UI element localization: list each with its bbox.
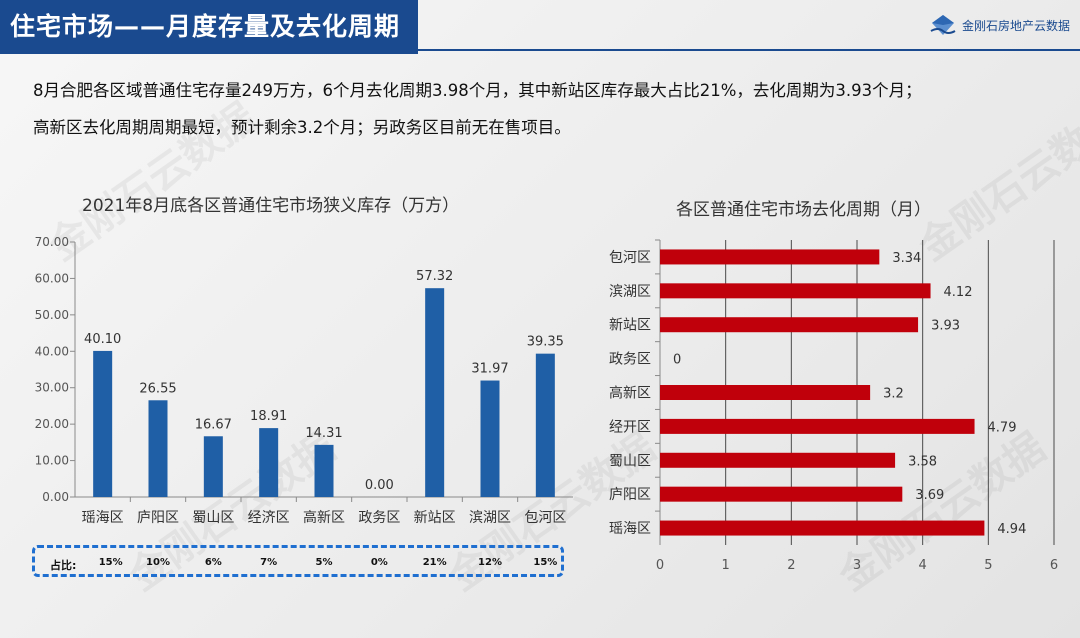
category-label: 包河区 bbox=[609, 250, 651, 266]
bar bbox=[93, 350, 113, 497]
summary-line-2: 高新区去化周期周期最短，预计剩余3.2个月；另政务区目前无在售项目。 bbox=[33, 118, 571, 137]
category-label: 包河区 bbox=[524, 510, 566, 526]
category-label: 庐阳区 bbox=[137, 510, 179, 526]
header-bar: 住宅市场——月度存量及去化周期 金刚石房地产云数据 bbox=[0, 0, 1080, 54]
bar bbox=[480, 380, 500, 497]
bar-value-label: 4.94 bbox=[997, 522, 1026, 537]
y-tick-label: 60.00 bbox=[35, 271, 69, 285]
bar-value-label: 0 bbox=[673, 353, 681, 368]
logo: 金刚石房地产云数据 bbox=[930, 10, 1070, 40]
category-label: 经开区 bbox=[609, 419, 651, 435]
bar bbox=[535, 353, 555, 497]
bar bbox=[660, 317, 919, 333]
bar bbox=[203, 436, 223, 497]
share-label: 占比: bbox=[50, 559, 77, 572]
bar bbox=[660, 283, 931, 299]
bar-value-label: 0.00 bbox=[365, 478, 394, 493]
x-tick-label: 5 bbox=[984, 558, 992, 573]
category-label: 滨湖区 bbox=[469, 510, 511, 526]
diamond-logo-icon bbox=[930, 15, 956, 35]
bar bbox=[660, 418, 975, 434]
category-label: 瑶海区 bbox=[82, 510, 124, 526]
category-label: 经济区 bbox=[248, 510, 290, 526]
bar-value-label: 4.79 bbox=[988, 420, 1017, 435]
share-value: 0% bbox=[370, 557, 388, 568]
bar-value-label: 39.35 bbox=[527, 335, 564, 350]
bar-value-label: 3.2 bbox=[883, 387, 904, 402]
x-tick-label: 1 bbox=[722, 558, 730, 573]
summary-text: 8月合肥各区域普通住宅存量249万方，6个月去化周期3.98个月，其中新站区库存… bbox=[33, 72, 1063, 146]
category-label: 庐阳区 bbox=[609, 487, 651, 503]
bar-value-label: 3.58 bbox=[908, 454, 937, 469]
share-box bbox=[32, 545, 564, 577]
bar-value-label: 40.10 bbox=[84, 332, 121, 347]
bar bbox=[660, 385, 871, 400]
left-chart-title: 2021年8月底各区普通住宅市场狭义库存（万方） bbox=[82, 196, 460, 216]
y-tick-label: 70.00 bbox=[35, 235, 69, 249]
category-label: 蜀山区 bbox=[192, 510, 234, 526]
share-value: 7% bbox=[260, 557, 278, 568]
category-label: 高新区 bbox=[303, 509, 345, 526]
title-underline bbox=[418, 49, 1080, 51]
bar bbox=[259, 428, 279, 497]
share-value: 21% bbox=[422, 557, 447, 568]
y-tick-label: 10.00 bbox=[35, 454, 69, 468]
bar bbox=[660, 520, 985, 536]
share-value: 15% bbox=[533, 557, 558, 568]
bar-value-label: 26.55 bbox=[139, 381, 176, 396]
logo-text: 金刚石房地产云数据 bbox=[962, 18, 1071, 33]
bar-value-label: 4.12 bbox=[944, 285, 973, 300]
right-chart-title: 各区普通住宅市场去化周期（月） bbox=[676, 200, 931, 220]
category-label: 高新区 bbox=[609, 385, 651, 402]
category-label: 瑶海区 bbox=[609, 521, 651, 537]
share-value: 6% bbox=[204, 557, 222, 568]
category-label: 新站区 bbox=[609, 318, 651, 334]
x-tick-label: 2 bbox=[787, 558, 795, 573]
x-tick-label: 6 bbox=[1050, 558, 1058, 573]
x-tick-label: 3 bbox=[853, 558, 861, 573]
bar-value-label: 16.67 bbox=[195, 417, 232, 432]
bar bbox=[314, 444, 334, 497]
bar-value-label: 3.69 bbox=[915, 488, 944, 503]
x-tick-label: 4 bbox=[919, 558, 927, 573]
category-label: 蜀山区 bbox=[609, 453, 651, 469]
y-tick-label: 0.00 bbox=[42, 490, 69, 504]
y-tick-label: 50.00 bbox=[35, 308, 69, 322]
bar-value-label: 3.93 bbox=[931, 319, 960, 334]
share-value: 10% bbox=[146, 557, 170, 568]
bar-value-label: 14.31 bbox=[305, 426, 342, 441]
category-label: 政务区 bbox=[609, 352, 651, 368]
bar-value-label: 18.91 bbox=[250, 409, 287, 424]
bar bbox=[660, 452, 896, 468]
page-title: 住宅市场——月度存量及去化周期 bbox=[0, 0, 418, 54]
category-label: 新站区 bbox=[414, 510, 456, 526]
y-tick-label: 30.00 bbox=[35, 381, 69, 395]
bar bbox=[148, 400, 168, 497]
bar bbox=[660, 249, 880, 265]
x-tick-label: 0 bbox=[656, 558, 664, 573]
y-tick-label: 40.00 bbox=[35, 344, 69, 358]
bar bbox=[425, 288, 445, 497]
share-value: 5% bbox=[315, 557, 333, 568]
bar-value-label: 31.97 bbox=[471, 362, 508, 377]
bar-value-label: 57.32 bbox=[416, 269, 453, 284]
bar-value-label: 3.34 bbox=[892, 251, 921, 266]
summary-line-1: 8月合肥各区域普通住宅存量249万方，6个月去化周期3.98个月，其中新站区库存… bbox=[33, 81, 922, 100]
share-value: 15% bbox=[98, 557, 123, 568]
category-label: 政务区 bbox=[358, 510, 400, 526]
category-label: 滨湖区 bbox=[609, 284, 651, 300]
bar bbox=[660, 486, 903, 502]
share-value: 12% bbox=[478, 557, 502, 568]
y-tick-label: 20.00 bbox=[35, 417, 69, 431]
